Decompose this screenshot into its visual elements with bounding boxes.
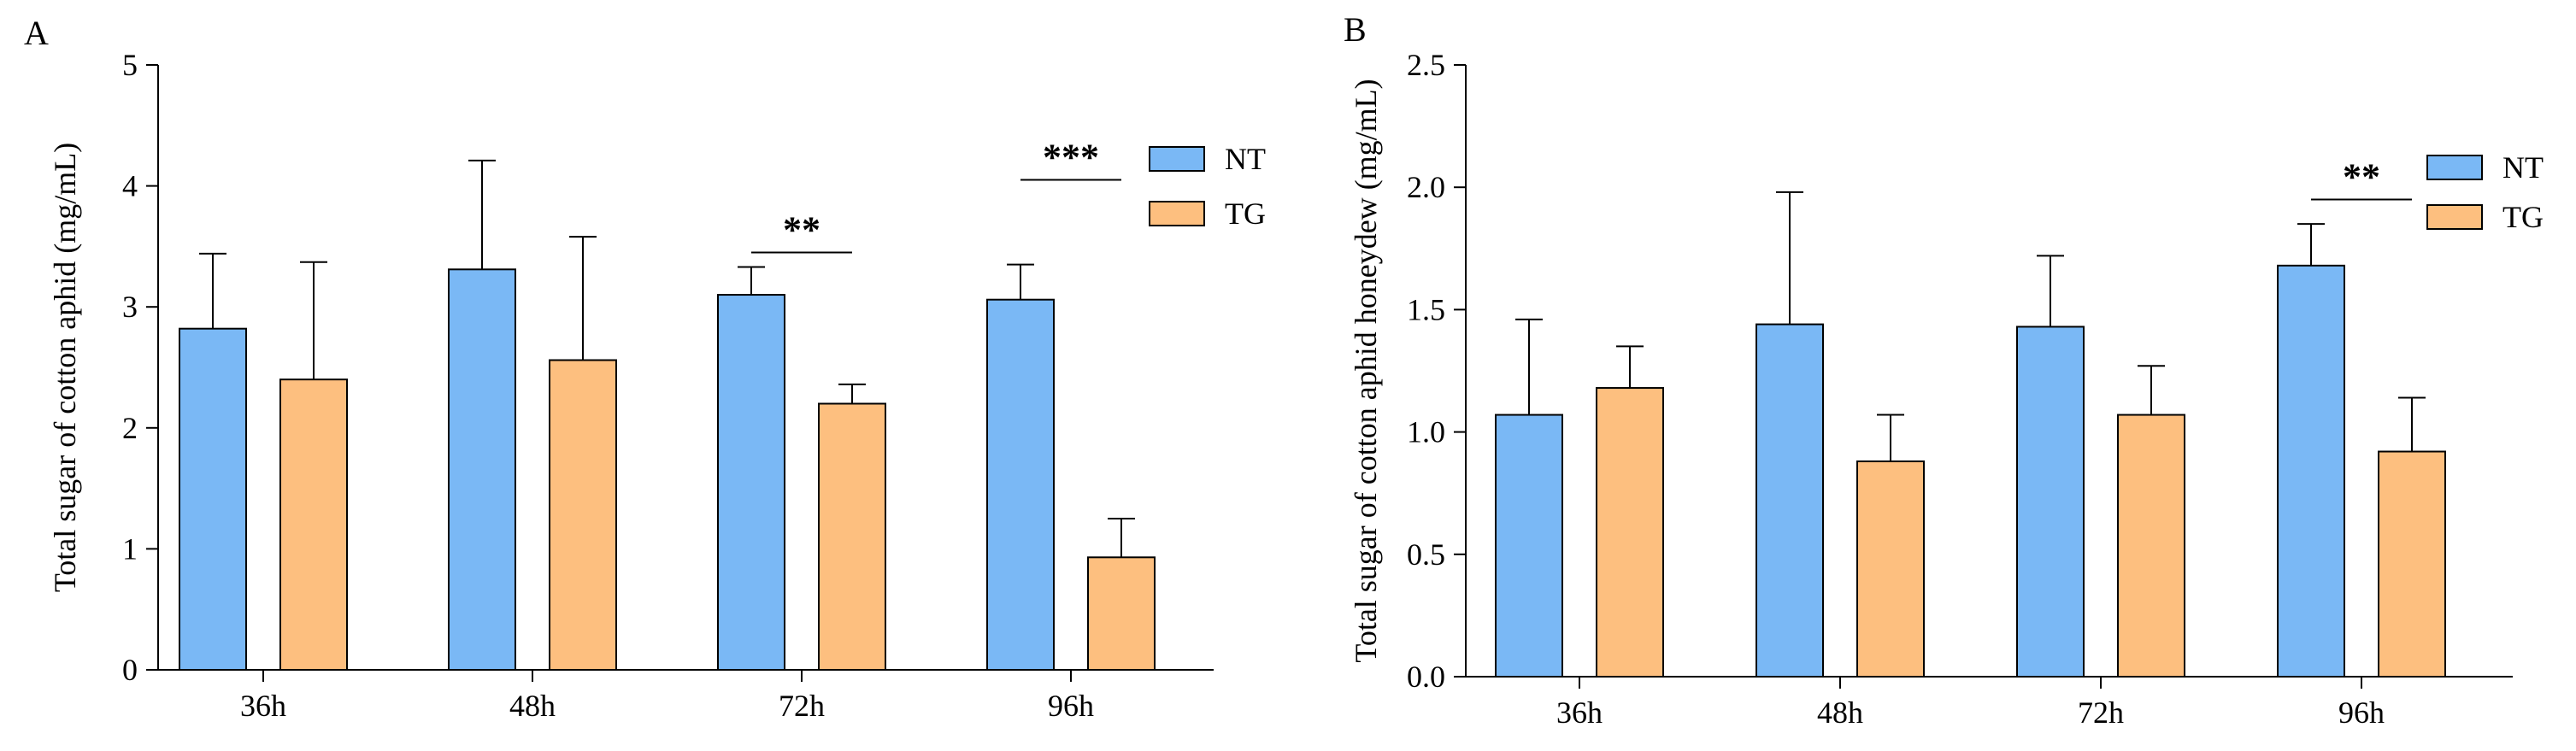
bar-nt (179, 327, 247, 671)
bar-nt (717, 294, 785, 671)
chart-panel-b: B 0.0 0.5 1.0 1.5 2.0 2.5 Total sugar of cotton… (1282, 0, 2576, 751)
legend-label: NT (2502, 150, 2544, 185)
bar-tg (2378, 450, 2446, 678)
x-tick-label: 72h (779, 689, 825, 723)
y-tick-label: 3 (122, 290, 138, 324)
bar-tg (1856, 460, 1925, 678)
y-tick-label: 0.0 (1407, 660, 1445, 694)
legend-swatch-tg (1149, 201, 1205, 226)
y-tick-label: 2.0 (1407, 170, 1445, 204)
legend-swatch-nt (2426, 155, 2483, 180)
x-tick-label: 48h (1817, 695, 1863, 730)
x-tick-label: 72h (2078, 695, 2124, 730)
y-tick-label: 5 (122, 48, 138, 82)
y-axis-title: Total sugar of cotton aphid (mg/mL) (48, 143, 82, 592)
significance-label: ** (783, 208, 820, 250)
x-tick-label: 36h (240, 689, 286, 723)
bar-nt (1756, 323, 1824, 678)
bar-tg (549, 359, 617, 671)
legend-swatch-tg (2426, 204, 2483, 230)
x-tick-label: 48h (509, 689, 556, 723)
legend-label: TG (2502, 200, 2544, 234)
bar-tg (279, 378, 348, 671)
bar-tg (1087, 556, 1156, 672)
y-axis-title: Total sugar of cotton aphid honeydew (mg… (1349, 79, 1383, 662)
bar-nt (986, 298, 1055, 671)
y-tick-label: 1 (122, 531, 138, 566)
x-tick-label: 96h (2338, 695, 2385, 730)
y-tick-label: 0 (122, 653, 138, 687)
y-tick-label: 2.5 (1407, 48, 1445, 82)
bar-tg (818, 402, 886, 671)
legend-label: TG (1225, 197, 1266, 231)
chart-a-svg: A 0 1 2 3 4 5 Total sugar of cotton aphid (mg/m… (24, 14, 1266, 723)
bar-tg (1596, 387, 1664, 678)
y-tick-label: 2 (122, 411, 138, 445)
chart-panel-a: A 0 1 2 3 4 5 Total sugar of cotton aphid (mg/m… (0, 0, 1282, 751)
panel-letter: A (24, 14, 49, 52)
bar-tg (2117, 414, 2185, 678)
x-tick-label: 96h (1048, 689, 1094, 723)
y-tick-label: 1.5 (1407, 292, 1445, 326)
bar-nt (2016, 326, 2085, 678)
y-tick-label: 0.5 (1407, 537, 1445, 572)
y-tick-label: 4 (122, 169, 138, 203)
bar-nt (1495, 414, 1563, 678)
significance-label: ** (2343, 156, 2380, 198)
y-tick-label: 1.0 (1407, 415, 1445, 449)
chart-b-svg: B 0.0 0.5 1.0 1.5 2.0 2.5 Total sugar of cotton… (1344, 10, 2544, 730)
legend-label: NT (1225, 142, 1266, 176)
x-tick-label: 36h (1556, 695, 1603, 730)
significance-label: *** (1043, 137, 1099, 179)
bar-nt (2277, 264, 2345, 678)
legend-swatch-nt (1149, 146, 1205, 172)
panel-letter: B (1344, 10, 1367, 49)
bar-nt (448, 268, 516, 671)
